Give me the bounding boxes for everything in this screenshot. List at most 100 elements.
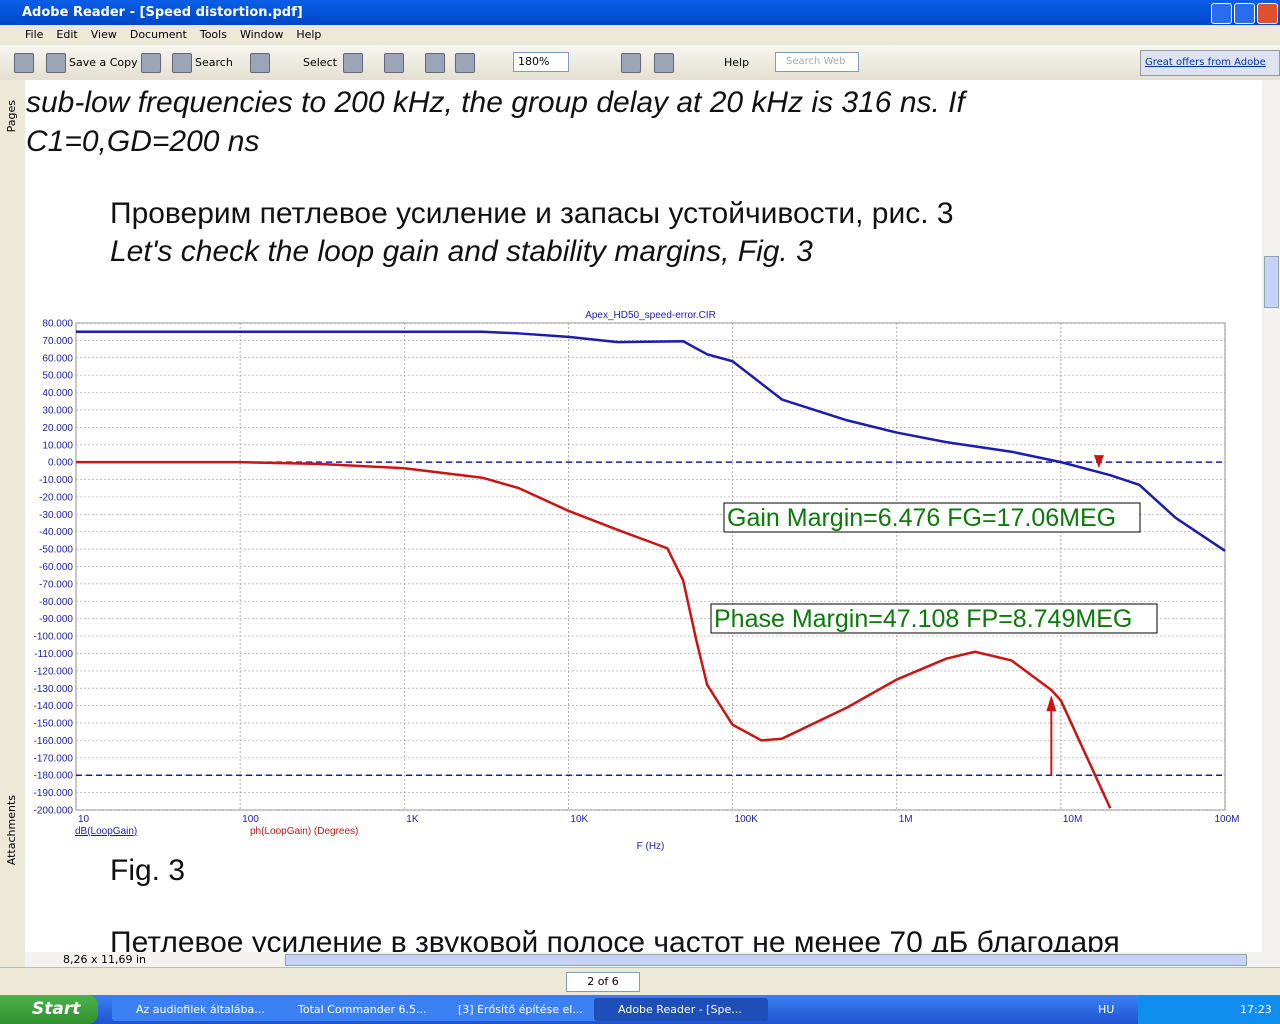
y-tick-label: 40.000 (42, 388, 73, 399)
y-tick-label: 20.000 (42, 423, 73, 434)
y-tick-label: -190.000 (34, 788, 74, 799)
menu-item[interactable]: View (90, 28, 117, 41)
x-tick-label: 10M (1063, 814, 1082, 825)
y-tick-label: -70.000 (39, 579, 73, 590)
annotation-box (723, 502, 1141, 533)
y-tick-label: 60.000 (42, 353, 73, 364)
zoom-box[interactable]: 180% (513, 52, 569, 72)
offers-link[interactable]: Great offers from Adobe (1140, 50, 1280, 76)
page-number-box[interactable]: 2 of 6 (566, 972, 640, 992)
page-size: 8,26 x 11,69 in (63, 953, 147, 966)
y-tick-label: 30.000 (42, 405, 73, 416)
snapshot-icon[interactable] (343, 53, 363, 73)
y-tick-label: -110.000 (34, 649, 73, 660)
chart-title: Apex_HD50_speed-error.CIR (585, 310, 716, 321)
minimize-button[interactable] (1211, 3, 1232, 24)
y-tick-label: -90.000 (39, 614, 73, 625)
x-tick-label: 100M (1214, 814, 1239, 825)
y-tick-label: -130.000 (34, 684, 74, 695)
side-panel: Pages Attachments (0, 80, 26, 967)
y-tick-label: -60.000 (39, 562, 73, 573)
annotation: Gain Margin=6.476 FG=17.06MEG (727, 504, 1116, 532)
y-tick-label: -100.000 (34, 632, 74, 643)
menu-bar: File Edit View Document Tools Window Help (0, 25, 1280, 45)
x-tick-label: 1M (899, 814, 913, 825)
phase-arrowhead (1046, 695, 1057, 712)
zoom-icon[interactable] (384, 53, 404, 73)
task-button[interactable]: Az audiofilek általába... (112, 998, 286, 1021)
y-tick-label: 70.000 (42, 336, 73, 347)
task-button[interactable]: [3] Erősítő építése el... (434, 998, 608, 1021)
menu-list: File Edit View Document Tools Window Help (25, 25, 334, 45)
y-tick-label: -50.000 (39, 545, 73, 556)
window-title: Adobe Reader - [Speed distortion.pdf] (22, 5, 303, 20)
y-tick-label: 50.000 (42, 371, 73, 382)
y-tick-label: -30.000 (39, 510, 73, 521)
scroll-thumb[interactable] (1264, 256, 1279, 308)
search-icon[interactable] (172, 53, 192, 73)
task-button[interactable]: Total Commander 6.5... (274, 998, 448, 1021)
x-tick-label: 1K (406, 814, 419, 825)
menu-item[interactable]: Tools (199, 28, 227, 41)
menu-item[interactable]: File (25, 28, 44, 41)
title-bar: Adobe Reader - [Speed distortion.pdf] (0, 0, 1280, 25)
series-line (76, 460, 1112, 809)
y-tick-label: -40.000 (39, 527, 73, 538)
y-tick-label: -120.000 (34, 666, 74, 677)
search-web-box[interactable]: Search Web (775, 52, 859, 72)
y-tick-label: -140.000 (34, 701, 74, 712)
help-button[interactable]: Help (724, 56, 750, 69)
start-button[interactable]: Start (0, 995, 98, 1024)
doc-line: sub-low frequencies to 200 kHz, the grou… (26, 86, 965, 119)
y-tick-label: -160.000 (34, 736, 74, 747)
y-tick-label: -10.000 (39, 475, 73, 486)
save-icon[interactable] (46, 53, 66, 73)
doc-line: C1=0,GD=200 ns (26, 125, 260, 158)
fit-icon[interactable] (425, 53, 445, 73)
scroll-thumb[interactable] (285, 954, 1247, 966)
vertical-scrollbar[interactable] (1262, 80, 1280, 952)
page-icon[interactable] (621, 53, 641, 73)
save-copy-button[interactable]: Save a Copy (69, 56, 138, 69)
y-tick-label: -20.000 (39, 492, 73, 503)
doc-line: Петлевое усиление в звуковой полосе част… (110, 926, 1120, 952)
y-tick-label: 80.000 (42, 319, 73, 330)
y-tick-label: -200.000 (34, 806, 74, 817)
rotate-icon[interactable] (654, 53, 674, 73)
clock: 17:23 (1240, 1003, 1272, 1016)
fit-width-icon[interactable] (455, 53, 475, 73)
print-icon[interactable] (141, 53, 161, 73)
y-tick-label: -170.000 (34, 753, 74, 764)
figure-caption: Fig. 3 (110, 854, 186, 887)
annotation-box (710, 603, 1158, 634)
select-button[interactable]: Select (303, 56, 337, 69)
x-tick-label: 100 (242, 814, 259, 825)
horizontal-scrollbar[interactable]: 8,26 x 11,69 in (25, 952, 1280, 967)
chart: Apex_HD50_speed-error.CIR 80.000 70.000 60.… (34, 310, 1240, 852)
hand-tool[interactable] (250, 53, 270, 73)
series-line (76, 330, 1226, 552)
navigation-bar: 2 of 6 (0, 967, 1280, 996)
annotation: Phase Margin=47.108 FP=8.749MEG (714, 605, 1132, 633)
gain-marker (1093, 455, 1104, 469)
doc-line: Проверим петлевое усиление и запасы усто… (110, 197, 954, 230)
open-icon[interactable] (14, 53, 34, 73)
y-tick-label: -180.000 (34, 771, 74, 782)
language: HU (1098, 1003, 1115, 1016)
x-tick-label: 100K (735, 814, 759, 825)
x-tick-label: 10 (78, 814, 90, 825)
restore-button[interactable] (1234, 3, 1255, 24)
menu-item[interactable]: Help (296, 28, 322, 41)
task-button[interactable]: Adobe Reader - [Spe... (594, 998, 768, 1021)
menu-item[interactable]: Window (239, 28, 284, 41)
menu-item[interactable]: Edit (56, 28, 78, 41)
menu-item[interactable]: Document (129, 28, 187, 41)
legend-entry: ph(LoopGain) (Degrees) (250, 826, 358, 837)
y-tick-label: 0.000 (48, 458, 73, 469)
y-tick-label: -80.000 (39, 597, 73, 608)
y-tick-label: -150.000 (34, 719, 74, 730)
close-button[interactable] (1257, 3, 1278, 24)
y-tick-label: 10.000 (42, 440, 73, 451)
search-button[interactable]: Search (195, 56, 233, 69)
